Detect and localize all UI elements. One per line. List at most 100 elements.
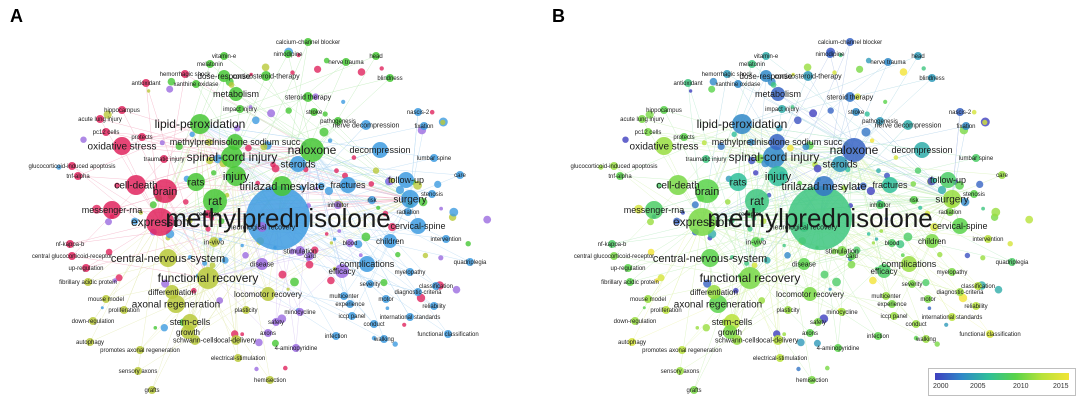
keyword-node — [732, 335, 742, 345]
keyword-node — [944, 322, 949, 327]
keyword-label: international standards — [922, 315, 983, 321]
keyword-label: in-vivo — [204, 239, 224, 246]
keyword-label: methylprednisolone — [165, 203, 390, 233]
keyword-node — [796, 366, 801, 372]
keyword-node — [763, 256, 771, 264]
keyword-label: central-nervous-system — [653, 253, 767, 265]
keyword-node — [803, 63, 812, 72]
keyword-node — [708, 85, 716, 93]
keyword-node — [153, 326, 158, 330]
keyword-node — [398, 172, 414, 188]
keyword-label: vitamin-e — [212, 54, 237, 60]
keyword-node — [332, 332, 340, 340]
keyword-node — [731, 131, 737, 137]
keyword-node — [242, 252, 249, 259]
keyword-node — [103, 110, 112, 119]
keyword-node — [856, 65, 864, 73]
keyword-label: radiation — [396, 210, 419, 216]
network-edge — [187, 198, 411, 333]
keyword-label: electrical-stimulation — [211, 356, 265, 362]
keyword-node — [846, 38, 854, 46]
keyword-label: nf-kappa-b — [598, 242, 627, 248]
keyword-node — [188, 255, 192, 260]
keyword-node — [465, 241, 471, 247]
keyword-label: in-vivo — [746, 239, 766, 246]
network-edge — [853, 149, 885, 272]
keyword-node — [946, 208, 954, 216]
keyword-node — [747, 138, 755, 146]
keyword-label: fixation — [414, 124, 433, 130]
network-edge — [231, 156, 271, 381]
network-edge — [631, 123, 743, 343]
keyword-node — [834, 344, 842, 352]
keyword-label: axonal regeneration — [674, 300, 762, 311]
keyword-node — [854, 93, 861, 100]
keyword-node — [803, 287, 817, 301]
keyword-node — [82, 264, 90, 272]
keyword-node — [388, 223, 397, 232]
keyword-label: fractures — [330, 180, 366, 190]
keyword-node — [922, 279, 930, 287]
keyword-node — [734, 80, 742, 88]
keyword-label: blood — [343, 241, 358, 247]
network-edge — [231, 156, 407, 181]
keyword-node — [922, 335, 930, 343]
keyword-node — [146, 208, 174, 236]
keyword-node — [680, 210, 685, 215]
network-edge — [773, 156, 813, 381]
keyword-node — [678, 346, 686, 354]
network-edge — [706, 190, 751, 279]
panel-b-year-network: B methylprednisolone naloxone spinal-cord … — [542, 0, 1084, 400]
keyword-node — [434, 180, 442, 188]
keyword-node — [449, 207, 459, 217]
keyword-node — [725, 199, 731, 205]
keyword-node — [234, 354, 242, 362]
keyword-node — [205, 138, 213, 146]
keyword-label: stimulation — [283, 248, 317, 255]
keyword-node — [159, 249, 177, 267]
network-edge — [627, 217, 821, 269]
keyword-node — [842, 138, 866, 162]
keyword-node — [913, 335, 919, 341]
panel-letter-b: B — [552, 6, 565, 26]
keyword-label: quadriplegia — [454, 260, 487, 266]
keyword-node — [296, 308, 304, 316]
keyword-label: nerve decompression — [875, 122, 942, 129]
keyword-node — [138, 210, 143, 215]
keyword-label: iccp panel — [880, 314, 907, 320]
keyword-node — [1008, 258, 1016, 266]
network-edge — [311, 149, 343, 272]
year-color-scale: 2000 2005 2010 2015 — [928, 368, 1076, 396]
keyword-node — [245, 144, 252, 152]
keyword-node — [271, 339, 279, 347]
network-edge — [855, 111, 953, 200]
keyword-node — [305, 260, 314, 269]
keyword-label: nf-kappa-b — [56, 242, 85, 248]
network-edge — [77, 123, 201, 177]
network-edge — [199, 77, 391, 125]
keyword-label: calcium-channel blocker — [818, 40, 882, 46]
keyword-node — [847, 260, 856, 269]
keyword-label: sensory axons — [119, 369, 158, 375]
keyword-node — [334, 117, 342, 125]
keyword-node — [776, 125, 783, 132]
network-edge — [92, 221, 161, 322]
keyword-label: vitamin-e — [754, 54, 779, 60]
keyword-node — [372, 52, 380, 60]
keyword-label: grafts — [686, 388, 701, 394]
keyword-label: international standards — [380, 315, 441, 321]
keyword-label: rat — [750, 194, 765, 208]
network-edge — [701, 149, 923, 223]
keyword-node — [428, 190, 436, 198]
keyword-node — [416, 293, 426, 303]
keyword-node — [866, 232, 871, 236]
keyword-label: plasticity — [234, 308, 257, 314]
keyword-node — [733, 287, 739, 294]
keyword-label: dose-response — [198, 72, 251, 81]
keyword-node — [260, 143, 268, 151]
network-edge — [277, 217, 449, 335]
network-edge — [765, 55, 953, 200]
keyword-label: severity — [360, 282, 381, 288]
keyword-node — [782, 332, 787, 337]
keyword-node — [709, 77, 718, 86]
